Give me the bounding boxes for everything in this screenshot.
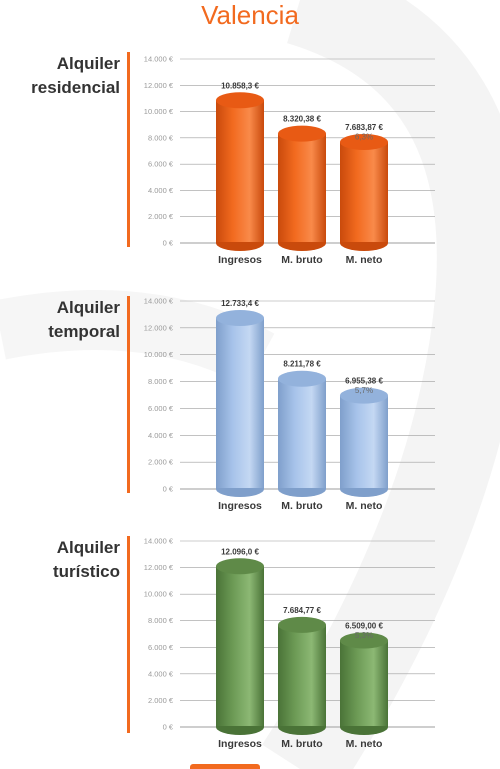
value-label: 7.683,87 € <box>345 123 383 132</box>
y-tick-label: 0 € <box>163 485 174 494</box>
bar-top <box>278 370 326 387</box>
y-tick-label: 10.000 € <box>144 350 174 359</box>
y-tick-label: 2.000 € <box>148 458 174 467</box>
bar-chart-temporal: 0 € 2.000 € 4.000 € 6.000 € 8.000 € 10.000 € 1… <box>144 297 435 512</box>
accent-bar <box>127 536 130 733</box>
bar-chart-residencial: 0 € 2.000 € 4.000 € 6.000 € 8.000 € 10.000 € 1… <box>144 55 435 266</box>
category-label: M. neto <box>346 738 383 750</box>
y-tick-label: 6.000 € <box>148 643 174 652</box>
bar-shading <box>278 624 326 726</box>
city-title: Valencia <box>201 0 299 30</box>
bar-shading <box>278 378 326 488</box>
panel-title: Alquiler residencial <box>31 52 120 100</box>
y-tick-label: 8.000 € <box>148 377 174 386</box>
panel-title: Alquiler temporal <box>48 296 120 344</box>
value-label: 6.955,38 € <box>345 377 383 386</box>
bar-top <box>216 92 264 109</box>
value-label: 12.096,0 € <box>221 547 259 556</box>
bar-shading <box>340 640 388 726</box>
category-label: M. bruto <box>281 500 322 512</box>
y-tick-label: 8.000 € <box>148 133 174 142</box>
y-tick-label: 10.000 € <box>144 590 174 599</box>
bar-shading <box>340 395 388 488</box>
y-tick-label: 14.000 € <box>144 55 174 64</box>
accent-bar <box>127 52 130 247</box>
category-label: Ingresos <box>218 254 262 266</box>
panel-title-line-1: Alquiler <box>56 54 120 73</box>
y-tick-label: 2.000 € <box>148 212 174 221</box>
bar-top <box>278 616 326 633</box>
bar-shading <box>340 142 388 242</box>
panel-title-line-2: turístico <box>52 562 120 581</box>
y-tick-label: 12.000 € <box>144 323 174 332</box>
y-tick-label: 0 € <box>163 723 174 732</box>
panel-title: Alquiler turístico <box>53 536 120 584</box>
y-tick-label: 4.000 € <box>148 186 174 195</box>
y-tick-label: 6.000 € <box>148 404 174 413</box>
bar-shading <box>216 566 264 726</box>
bar-top <box>216 310 264 327</box>
value-label: 7.684,77 € <box>283 606 321 615</box>
category-label: M. bruto <box>281 254 322 266</box>
percent-label: 5,3% <box>355 631 373 640</box>
y-tick-label: 4.000 € <box>148 669 174 678</box>
panel-title-line-2: residencial <box>31 78 120 97</box>
value-label: 8.211,78 € <box>283 360 321 369</box>
bar-shading <box>216 100 264 242</box>
y-tick-label: 6.000 € <box>148 160 174 169</box>
accent-bar <box>127 296 130 493</box>
panel-title-line-1: Alquiler <box>56 538 120 557</box>
bar-shading <box>216 318 264 488</box>
bar-top <box>216 558 264 575</box>
bar-shading <box>278 133 326 242</box>
panel-title-line-2: temporal <box>48 322 120 341</box>
category-label: M. neto <box>346 500 383 512</box>
y-tick-label: 14.000 € <box>144 537 174 546</box>
y-tick-label: 14.000 € <box>144 297 174 306</box>
value-label: 10.858,3 € <box>221 81 259 90</box>
y-tick-label: 12.000 € <box>144 81 174 90</box>
value-label: 6.509,00 € <box>345 622 383 631</box>
y-tick-label: 2.000 € <box>148 696 174 705</box>
y-tick-label: 10.000 € <box>144 107 174 116</box>
percent-label: 6,3% <box>355 133 373 142</box>
panel-title-line-1: Alquiler <box>56 298 120 317</box>
bar-top <box>340 134 388 151</box>
bar-chart-turistico: 0 € 2.000 € 4.000 € 6.000 € 8.000 € 10.000 € 1… <box>144 537 435 750</box>
percent-label: 5,7% <box>355 386 373 395</box>
category-label: Ingresos <box>218 738 262 750</box>
category-label: Ingresos <box>218 500 262 512</box>
chart-panel-turistico: Alquiler turístico 0 € 2.000 € 4.000 € 6.00… <box>0 536 500 766</box>
y-tick-label: 12.000 € <box>144 563 174 572</box>
value-label: 12.733,4 € <box>221 299 259 308</box>
chart-panel-temporal: Alquiler temporal 0 € 2.000 € 4.000 € 6.000… <box>0 296 500 526</box>
category-label: M. neto <box>346 254 383 266</box>
bar-top <box>340 632 388 649</box>
bottom-accent-bar <box>190 764 260 769</box>
chart-panel-residencial: Alquiler residencial 0 € 2.000 € 4.000 € 6.… <box>0 52 500 282</box>
bar-top <box>278 125 326 142</box>
category-label: M. bruto <box>281 738 322 750</box>
y-tick-label: 0 € <box>163 239 174 248</box>
bar-top <box>340 387 388 404</box>
y-tick-label: 4.000 € <box>148 431 174 440</box>
value-label: 8.320,38 € <box>283 115 321 124</box>
y-tick-label: 8.000 € <box>148 616 174 625</box>
